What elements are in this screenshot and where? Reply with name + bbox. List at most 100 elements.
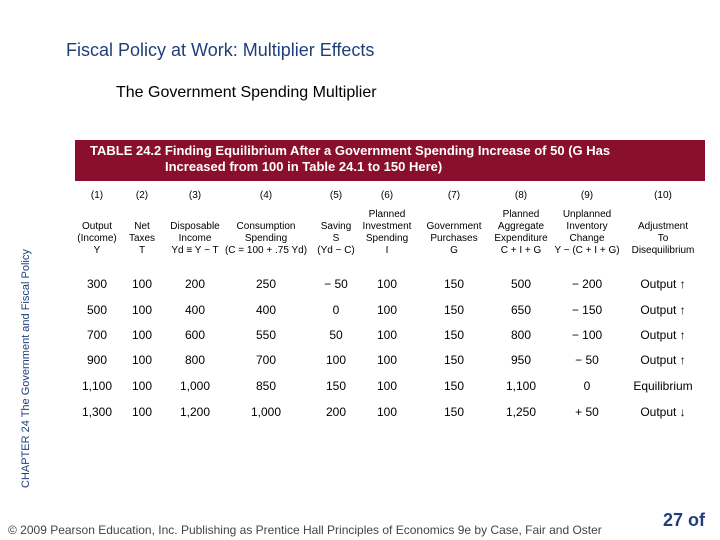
- table-cell: 100: [131, 379, 153, 393]
- table-cell: 0: [332, 303, 340, 317]
- table-cell: 100: [131, 405, 153, 419]
- table-cell: 150: [443, 303, 465, 317]
- table-cell: Equilibrium: [633, 379, 693, 393]
- table-cell: 800: [510, 328, 532, 342]
- table-cell: 200: [184, 277, 206, 291]
- page-number: 27 of: [663, 510, 706, 530]
- slide-title: Fiscal Policy at Work: Multiplier Effect…: [66, 40, 375, 60]
- column-header-line: Change: [569, 233, 605, 244]
- table-cell: 100: [376, 328, 398, 342]
- table-cell: 700: [255, 353, 277, 367]
- column-header-line: Income: [178, 233, 212, 244]
- table-cell: Output ↑: [640, 277, 686, 291]
- column-header-line: Planned: [368, 209, 406, 220]
- table-cell: 1,250: [505, 405, 537, 419]
- table-cell: 500: [510, 277, 532, 291]
- column-header-line: Net: [134, 221, 150, 232]
- column-header-line: Aggregate: [497, 221, 545, 232]
- table-cell: 500: [86, 303, 108, 317]
- table-cell: 1,100: [505, 379, 537, 393]
- table-cell: 850: [255, 379, 277, 393]
- table-cell: 1,000: [250, 405, 282, 419]
- column-header-line: Spending: [365, 233, 409, 244]
- column-header-line: Disposable: [170, 221, 220, 232]
- column-header-line: Purchases: [430, 233, 478, 244]
- table-cell: 100: [376, 379, 398, 393]
- column-header-line: Unplanned: [562, 209, 612, 220]
- table-cell: 0: [583, 379, 591, 393]
- column-header-line: Government: [426, 221, 482, 232]
- table-cell: 150: [443, 328, 465, 342]
- table-cell: 100: [376, 405, 398, 419]
- table-cell: Output ↑: [640, 353, 686, 367]
- column-header-line: I: [385, 245, 389, 256]
- table-title-line1: TABLE 24.2 Finding Equilibrium After a G…: [90, 143, 611, 158]
- column-number: (5): [329, 190, 343, 201]
- column-header-line: Y: [93, 245, 101, 256]
- table-cell: 700: [86, 328, 108, 342]
- table-cell: − 150: [571, 303, 603, 317]
- table-cell: Output ↑: [640, 303, 686, 317]
- column-header-line: Spending: [244, 233, 288, 244]
- column-header-line: G: [450, 245, 458, 256]
- column-header-line: Yd ≡ Y − T: [171, 245, 219, 256]
- table-cell: 100: [376, 277, 398, 291]
- table-title-line2: Increased from 100 in Table 24.1 to 150 …: [165, 159, 443, 174]
- table-cell: Output ↓: [640, 405, 686, 419]
- table-cell: 400: [255, 303, 277, 317]
- column-number: (4): [259, 190, 273, 201]
- column-header-line: Planned: [502, 209, 540, 220]
- column-header-line: Saving: [320, 221, 352, 232]
- column-number: (9): [580, 190, 594, 201]
- table-cell: 150: [443, 353, 465, 367]
- chapter-side-label: CHAPTER 24 The Government and Fiscal Pol…: [20, 249, 32, 488]
- table-cell: 100: [131, 303, 153, 317]
- column-header-line: Y − (C + I + G): [554, 245, 620, 256]
- table-cell: 900: [86, 353, 108, 367]
- table-cell: 800: [184, 353, 206, 367]
- table-cell: 50: [329, 328, 343, 342]
- column-header-line: Adjustment: [637, 221, 689, 232]
- table-cell: 1,300: [81, 405, 113, 419]
- table-cell: 150: [443, 405, 465, 419]
- table-cell: 400: [184, 303, 206, 317]
- column-number: (2): [135, 190, 149, 201]
- table-cell: + 50: [575, 405, 599, 419]
- table-cell: 100: [376, 303, 398, 317]
- slide-subtitle: The Government Spending Multiplier: [116, 84, 377, 101]
- table-cell: Output ↑: [640, 328, 686, 342]
- column-header-line: Inventory: [566, 221, 608, 232]
- column-header-line: (Income): [77, 233, 117, 244]
- table-cell: − 100: [571, 328, 603, 342]
- table-cell: 100: [131, 328, 153, 342]
- column-header-line: Disequilibrium: [631, 245, 695, 256]
- table-title: TABLE 24.2 Finding Equilibrium After a G…: [90, 143, 690, 175]
- table-cell: − 50: [575, 353, 599, 367]
- column-number: (3): [188, 190, 202, 201]
- table-cell: 250: [255, 277, 277, 291]
- table-cell: 300: [86, 277, 108, 291]
- column-header-line: Investment: [362, 221, 412, 232]
- table-cell: 100: [131, 277, 153, 291]
- table-cell: − 200: [571, 277, 603, 291]
- column-number: (7): [447, 190, 461, 201]
- column-header-line: Taxes: [128, 233, 156, 244]
- column-header-line: Output: [81, 221, 113, 232]
- column-header-line: C + I + G: [500, 245, 542, 256]
- table-cell: 1,200: [179, 405, 211, 419]
- table-cell: 950: [510, 353, 532, 367]
- table-cell: 1,000: [179, 379, 211, 393]
- table-cell: 200: [325, 405, 347, 419]
- column-number: (8): [514, 190, 528, 201]
- copyright-footer: © 2009 Pearson Education, Inc. Publishin…: [8, 523, 602, 537]
- table-title-bar: [75, 140, 705, 181]
- column-header-line: To: [657, 233, 669, 244]
- table-cell: 150: [325, 379, 347, 393]
- table-cell: 150: [443, 379, 465, 393]
- column-number: (6): [380, 190, 394, 201]
- column-header-line: T: [138, 245, 146, 256]
- table-cell: 1,100: [81, 379, 113, 393]
- column-header-line: Consumption: [236, 221, 296, 232]
- table-cell: 100: [325, 353, 347, 367]
- table-cell: 100: [131, 353, 153, 367]
